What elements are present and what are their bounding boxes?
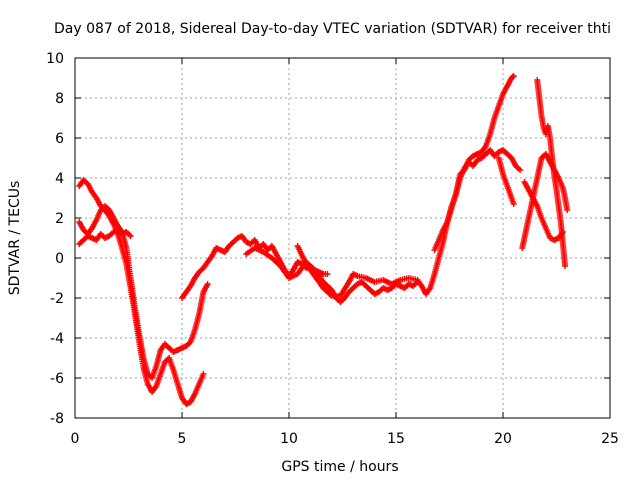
y-tick-label: 4 bbox=[55, 171, 64, 187]
y-tick-label: -2 bbox=[50, 291, 64, 307]
data-point bbox=[564, 207, 571, 213]
x-tick-label: 25 bbox=[601, 431, 619, 447]
data-point bbox=[127, 233, 134, 239]
y-tick-label: -8 bbox=[50, 411, 64, 427]
y-tick-label: 2 bbox=[55, 211, 64, 227]
x-tick-label: 10 bbox=[280, 431, 298, 447]
data-point bbox=[509, 74, 516, 80]
data-point bbox=[204, 281, 211, 287]
data-point bbox=[517, 167, 524, 173]
x-tick-label: 15 bbox=[387, 431, 405, 447]
x-tick-label: 5 bbox=[178, 431, 187, 447]
data-point bbox=[510, 73, 517, 79]
data-point bbox=[324, 271, 331, 277]
y-tick-label: -4 bbox=[50, 331, 64, 347]
axis-ticks: 0 5 10 15 20 25 -8 -6 -4 -2 0 2 4 6 8 10 bbox=[46, 51, 619, 447]
plot-frame bbox=[74, 57, 611, 419]
y-tick-label: 0 bbox=[55, 251, 64, 267]
y-tick-label: 6 bbox=[55, 131, 64, 147]
data-point bbox=[559, 229, 566, 235]
y-tick-label: 8 bbox=[55, 91, 64, 107]
y-axis-label: SDTVAR / TECUs bbox=[7, 181, 23, 296]
grid bbox=[75, 58, 610, 418]
chart-title: Day 087 of 2018, Sidereal Day-to-day VTE… bbox=[54, 21, 611, 37]
x-tick-label: 20 bbox=[494, 431, 512, 447]
x-tick-label: 0 bbox=[71, 431, 80, 447]
data-points bbox=[76, 73, 571, 407]
data-point bbox=[200, 371, 207, 377]
y-tick-label: -6 bbox=[50, 371, 64, 387]
data-point bbox=[510, 201, 517, 207]
data-point bbox=[562, 263, 569, 269]
y-tick-label: 10 bbox=[46, 51, 64, 67]
x-axis-label: GPS time / hours bbox=[281, 459, 398, 475]
